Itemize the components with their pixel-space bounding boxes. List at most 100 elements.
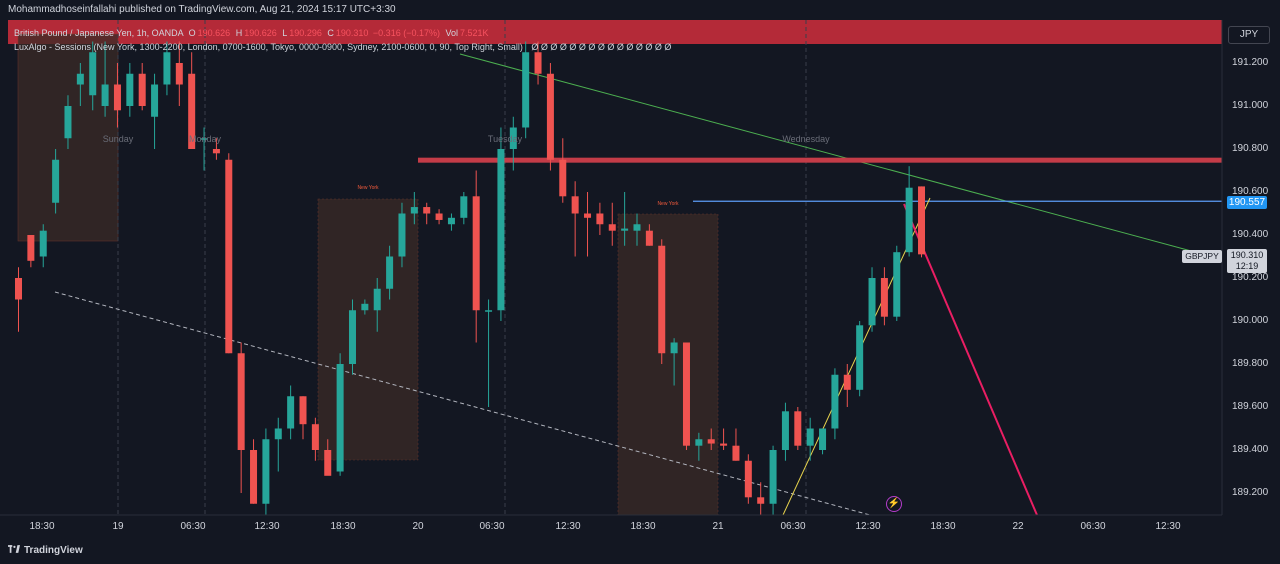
candle-body <box>608 224 616 231</box>
candle-body <box>596 213 604 225</box>
resistance-zone <box>418 157 1222 163</box>
candle-body <box>744 460 752 498</box>
candle-body <box>361 303 369 311</box>
candle-body <box>435 213 443 220</box>
chart-canvas[interactable] <box>0 20 1280 564</box>
candle-body <box>868 278 876 326</box>
close-value: 190.310 <box>335 28 369 38</box>
volume-value: 7.521K <box>460 28 489 38</box>
tradingview-icon <box>8 545 20 553</box>
candle-body <box>64 106 72 139</box>
candle-body <box>658 245 666 354</box>
candle-body <box>398 213 406 257</box>
candle-body <box>336 364 344 472</box>
currency-button[interactable]: JPY <box>1228 26 1270 44</box>
time-tick-label: 06:30 <box>479 521 505 532</box>
time-tick-label: 18:30 <box>930 521 956 532</box>
candle-body <box>559 159 567 197</box>
time-tick-label: 06:30 <box>180 521 206 532</box>
candle-body <box>571 196 579 214</box>
low-label: L <box>282 28 288 38</box>
candle-body <box>188 73 196 149</box>
price-tick-label: 189.600 <box>1232 401 1269 412</box>
candle-body <box>348 310 356 364</box>
session-box-newyork-2 <box>617 213 719 516</box>
candle-body <box>707 439 715 444</box>
candle-body <box>89 52 97 96</box>
candle-body <box>262 439 270 504</box>
price-tick-label: 190.000 <box>1232 315 1269 326</box>
price-tick-label: 191.000 <box>1232 100 1269 111</box>
legend-band <box>8 20 1222 44</box>
chart-area[interactable]: British Pound / Japanese Yen, 1h, OANDA … <box>0 20 1280 564</box>
time-tick-label: 21 <box>712 521 724 532</box>
candle-body <box>509 127 517 149</box>
price-tick-label: 190.400 <box>1232 229 1269 240</box>
lightning-icon[interactable]: ⚡ <box>886 496 902 512</box>
candle-body <box>386 256 394 289</box>
day-label-sunday: Sunday <box>102 134 134 144</box>
price-tick-label: 189.400 <box>1232 444 1269 455</box>
candle-body <box>274 428 282 440</box>
candle-body <box>237 353 245 450</box>
indicator-legend: LuxAlgo - Sessions (New York, 1300-2200,… <box>14 42 671 52</box>
time-tick-label: 12:30 <box>855 521 881 532</box>
symbol-title: British Pound / Japanese Yen, 1h, OANDA <box>14 28 184 38</box>
bar-countdown: 12:19 <box>1235 261 1259 271</box>
symbol-tag: GBPJPY <box>1182 250 1222 263</box>
candle-body <box>423 207 431 214</box>
day-label-wednesday: Wednesday <box>782 134 830 144</box>
price-tick-label: 191.200 <box>1232 57 1269 68</box>
candle-body <box>720 443 728 446</box>
symbol-legend: British Pound / Japanese Yen, 1h, OANDA … <box>14 28 489 38</box>
day-label-monday: Monday <box>188 134 222 144</box>
time-tick-label: 20 <box>412 521 424 532</box>
candle-body <box>819 428 827 450</box>
candle-body <box>534 52 542 74</box>
candle-body <box>633 224 641 231</box>
green-trendline <box>459 53 1196 253</box>
publish-info: Mohammadhoseinfallahi published on Tradi… <box>8 4 396 15</box>
candle-body <box>311 424 319 450</box>
price-tick-label: 190.800 <box>1232 143 1269 154</box>
volume-label: Vol <box>445 28 459 38</box>
candle-body <box>831 374 839 429</box>
candle-body <box>645 230 653 246</box>
candle-body <box>175 63 183 85</box>
high-label: H <box>235 28 243 38</box>
candle-body <box>299 396 307 425</box>
indicator-values: Ø Ø Ø Ø Ø Ø Ø Ø Ø Ø Ø Ø Ø Ø Ø <box>531 42 672 52</box>
candle-body <box>584 213 592 218</box>
candle-body <box>373 288 381 311</box>
price-tick-label: 189.800 <box>1232 358 1269 369</box>
publish-bar: Mohammadhoseinfallahi published on Tradi… <box>0 0 1280 20</box>
open-value: 190.626 <box>197 28 231 38</box>
time-tick-label: 12:30 <box>254 521 280 532</box>
last-price: 190.310 <box>1230 250 1264 260</box>
candle-body <box>843 374 851 390</box>
time-tick-label: 19 <box>112 521 124 532</box>
candle-body <box>769 450 777 504</box>
candle-body <box>732 445 740 461</box>
candle-body <box>151 84 159 117</box>
candle-body <box>670 342 678 354</box>
candle-body <box>794 411 802 446</box>
time-tick-label: 06:30 <box>1080 521 1106 532</box>
price-tick-label: 190.600 <box>1232 186 1269 197</box>
candle-body <box>200 138 208 140</box>
candle-body <box>76 73 84 85</box>
candle-body <box>324 450 332 476</box>
marker-price-tag: 190.557 <box>1227 196 1267 209</box>
time-axis-bg <box>0 515 1280 564</box>
candle-body <box>410 207 418 214</box>
tradingview-logo[interactable]: TradingView <box>8 545 83 556</box>
dashed-trendline <box>54 291 871 516</box>
candle-body <box>781 411 789 450</box>
candle-body <box>485 310 493 312</box>
price-axis-bg <box>1222 20 1280 564</box>
candle-body <box>27 235 35 261</box>
candle-body <box>856 325 864 390</box>
last-price-tag: 190.310 12:19 <box>1227 249 1267 273</box>
brand-name: TradingView <box>24 545 83 556</box>
plot-background <box>8 20 1222 515</box>
